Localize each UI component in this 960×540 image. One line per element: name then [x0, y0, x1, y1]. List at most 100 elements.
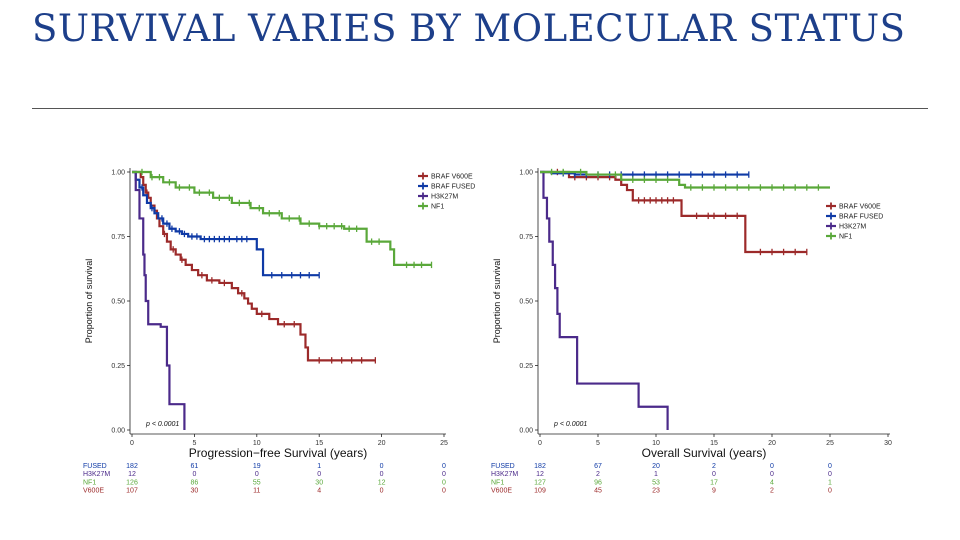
legend-item-nf1: NF1 — [826, 232, 852, 241]
risk-table-value: 55 — [253, 479, 261, 486]
risk-table-value: 9 — [712, 488, 716, 495]
y-tick-label: 1.00 — [111, 170, 125, 177]
risk-table-value: 45 — [594, 488, 602, 495]
legend-label: BRAF FUSED — [839, 214, 883, 221]
km-curve-nf1 — [540, 170, 830, 189]
risk-table-value: 0 — [192, 471, 196, 478]
risk-table-value: 0 — [380, 488, 384, 495]
y-axis-label: Proportion of survival — [84, 259, 94, 344]
x-tick-label: 15 — [710, 440, 718, 447]
risk-table-value: 127 — [534, 479, 546, 486]
legend-item-braf-v600e: BRAF V600E — [418, 172, 473, 181]
x-axis-label: Progression−free Survival (years) — [189, 446, 367, 460]
legend-label: H3K27M — [839, 224, 866, 231]
risk-table-value: 96 — [594, 479, 602, 486]
y-tick-label: 0.50 — [111, 299, 125, 306]
risk-table-value: 0 — [380, 471, 384, 478]
risk-table-value: 20 — [652, 463, 660, 470]
pfs-km-chart: 0.000.250.500.751.000 5 10 15 20 25Progressio… — [83, 168, 475, 495]
y-tick-label: 1.00 — [519, 170, 533, 177]
legend-label: BRAF V600E — [431, 174, 473, 181]
km-curve-braf-v600e — [132, 170, 376, 362]
risk-table-value: 23 — [652, 488, 660, 495]
risk-table-value: 12 — [378, 479, 386, 486]
risk-table-value: 4 — [317, 488, 321, 495]
risk-table-value: 0 — [442, 488, 446, 495]
risk-table-value: 12 — [128, 471, 136, 478]
km-curve-nf1 — [132, 170, 432, 266]
km-curve-braf-fused — [132, 170, 320, 277]
x-tick-label: 15 — [315, 440, 323, 447]
legend-item-h3k27m: H3K27M — [418, 192, 458, 201]
risk-table-value: 0 — [828, 471, 832, 478]
risk-table-label: V600E — [491, 488, 512, 495]
risk-table-value: 109 — [534, 488, 546, 495]
legend-item-braf-fused: BRAF FUSED — [418, 182, 475, 191]
legend-label: H3K27M — [431, 194, 458, 201]
risk-table-value: 0 — [255, 471, 259, 478]
risk-table-value: 1 — [317, 463, 321, 470]
title-divider — [32, 108, 928, 109]
x-axis-label: Overall Survival (years) — [642, 446, 767, 460]
risk-table-value: 0 — [770, 471, 774, 478]
risk-table-value: 1 — [828, 479, 832, 486]
risk-table-value: 0 — [442, 463, 446, 470]
risk-table-value: 11 — [253, 488, 260, 495]
risk-table-value: 12 — [536, 471, 544, 478]
risk-table-value: 0 — [712, 471, 716, 478]
legend-item-h3k27m: H3K27M — [826, 222, 866, 231]
risk-table-value: 0 — [770, 463, 774, 470]
risk-table-value: 126 — [126, 479, 138, 486]
risk-table-value: 2 — [712, 463, 716, 470]
risk-table-value: 30 — [315, 479, 323, 486]
risk-table-value: 67 — [594, 463, 602, 470]
km-curve-braf-v600e — [540, 170, 807, 254]
risk-table-value: 0 — [442, 471, 446, 478]
risk-table-value: 61 — [191, 463, 199, 470]
km-curve-h3k27m — [132, 170, 186, 430]
y-tick-label: 0.75 — [519, 234, 533, 241]
risk-table-value: 0 — [317, 471, 321, 478]
risk-table-label: V600E — [83, 488, 104, 495]
y-tick-label: 0.25 — [111, 363, 125, 370]
p-value-label: p < 0.0001 — [145, 421, 179, 428]
km-curve-h3k27m — [540, 170, 669, 430]
risk-table-value: 0 — [828, 463, 832, 470]
risk-table-value: 1 — [654, 471, 658, 478]
y-tick-label: 0.75 — [111, 234, 125, 241]
y-tick-label: 0.00 — [111, 428, 125, 435]
legend-label: NF1 — [431, 204, 444, 211]
x-tick-label: 25 — [440, 440, 448, 447]
x-tick-label: 20 — [378, 440, 386, 447]
risk-table-value: 2 — [596, 471, 600, 478]
x-tick-label: 20 — [768, 440, 776, 447]
risk-table-label: FUSED — [491, 463, 515, 470]
risk-table-label: NF1 — [83, 479, 96, 486]
legend-item-braf-fused: BRAF FUSED — [826, 212, 883, 221]
risk-table-value: 30 — [191, 488, 199, 495]
slide-title: SURVIVAL VARIES BY MOLECULAR STATUS — [32, 7, 906, 50]
legend-label: NF1 — [839, 234, 852, 241]
risk-table-value: 182 — [534, 463, 546, 470]
risk-table-label: H3K27M — [491, 471, 518, 478]
legend-label: BRAF FUSED — [431, 184, 475, 191]
x-tick-label: 25 — [826, 440, 834, 447]
y-axis-label: Proportion of survival — [492, 259, 502, 344]
risk-table-value: 4 — [770, 479, 774, 486]
risk-table-label: H3K27M — [83, 471, 110, 478]
risk-table-label: FUSED — [83, 463, 107, 470]
risk-table-label: NF1 — [491, 479, 504, 486]
x-tick-label: 5 — [192, 440, 196, 447]
risk-table-value: 19 — [253, 463, 261, 470]
y-tick-label: 0.50 — [519, 299, 533, 306]
x-tick-label: 0 — [130, 440, 134, 447]
risk-table-value: 2 — [770, 488, 774, 495]
p-value-label: p < 0.0001 — [553, 421, 587, 428]
y-tick-label: 0.00 — [519, 428, 533, 435]
os-km-chart: 0.000.250.500.751.000 5 10 15 20 25 30Overall … — [491, 168, 892, 495]
risk-table-value: 107 — [126, 488, 138, 495]
risk-table-value: 86 — [191, 479, 199, 486]
x-tick-label: 10 — [253, 440, 261, 447]
y-tick-label: 0.25 — [519, 363, 533, 370]
x-tick-label: 5 — [596, 440, 600, 447]
